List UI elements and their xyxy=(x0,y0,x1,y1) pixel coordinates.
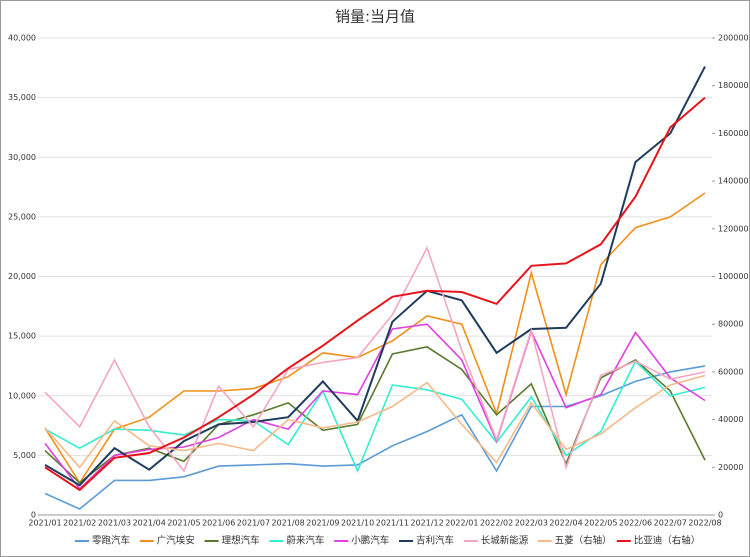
y-tick-label: 0 xyxy=(31,511,36,520)
legend-label: 吉利汽车 xyxy=(416,535,454,547)
y-tick-label: 10,000 xyxy=(8,391,36,400)
y-tick-label: 5,000 xyxy=(13,451,36,460)
y-tick-label: 25,000 xyxy=(8,212,36,221)
y-tick-label: 20,000 xyxy=(8,272,36,281)
y-tick-label: 15,000 xyxy=(8,332,36,341)
legend-label: 比亚迪（右轴） xyxy=(634,535,701,547)
y2-tick-label: 140000 xyxy=(718,177,749,186)
x-tick-label: 2022/08 xyxy=(688,519,721,528)
legend-label: 理想汽车 xyxy=(222,535,260,547)
x-tick-label: 2022/03 xyxy=(515,519,548,528)
y2-tick-label: 100000 xyxy=(718,272,749,281)
y-tick-label: 30,000 xyxy=(8,153,36,162)
x-tick-label: 2022/07 xyxy=(654,519,687,528)
x-tick-label: 2021/01 xyxy=(28,519,61,528)
x-tick-label: 2021/11 xyxy=(376,519,409,528)
x-tick-label: 2021/09 xyxy=(306,519,339,528)
y2-tick-label: 180000 xyxy=(718,81,749,90)
x-tick-label: 2022/01 xyxy=(445,519,478,528)
x-tick-label: 2022/05 xyxy=(584,519,617,528)
y-tick-label: 35,000 xyxy=(8,93,36,102)
x-tick-label: 2021/04 xyxy=(133,519,166,528)
series-line xyxy=(44,374,706,469)
x-tick-label: 2021/03 xyxy=(98,519,131,528)
y2-tick-label: 120000 xyxy=(718,224,749,233)
x-tick-label: 2022/02 xyxy=(480,519,513,528)
y2-tick-label: 80000 xyxy=(718,320,743,329)
x-tick-label: 2021/12 xyxy=(410,519,443,528)
legend-label: 零跑汽车 xyxy=(92,535,130,547)
legend-label: 蔚来汽车 xyxy=(286,535,324,547)
y2-tick-label: 20000 xyxy=(718,463,743,472)
y-tick-label: 40,000 xyxy=(8,34,36,43)
legend-label: 长城新能源 xyxy=(481,535,529,547)
y2-tick-label: 60000 xyxy=(718,367,743,376)
x-tick-label: 2021/05 xyxy=(167,519,200,528)
x-tick-label: 2022/04 xyxy=(549,519,582,528)
x-tick-label: 2022/06 xyxy=(619,519,652,528)
y2-tick-label: 0 xyxy=(718,511,723,520)
legend-label: 五菱（右轴） xyxy=(555,535,612,547)
x-tick-label: 2021/10 xyxy=(341,519,374,528)
series-line xyxy=(44,96,706,492)
legend-label: 小鹏汽车 xyxy=(351,535,389,547)
series-line xyxy=(44,359,706,473)
series-line xyxy=(44,245,706,473)
chart-title: 销量:当月值 xyxy=(335,8,415,26)
x-tick-label: 2021/02 xyxy=(63,519,96,528)
y2-tick-label: 40000 xyxy=(718,415,743,424)
series-line xyxy=(44,66,706,487)
series-line xyxy=(44,192,706,485)
legend-label: 广汽埃安 xyxy=(157,535,195,547)
series-line xyxy=(44,323,706,490)
x-tick-label: 2021/08 xyxy=(272,519,305,528)
y2-tick-label: 160000 xyxy=(718,129,749,138)
x-tick-label: 2021/06 xyxy=(202,519,235,528)
y2-tick-label: 200000 xyxy=(718,34,749,43)
x-tick-label: 2021/07 xyxy=(237,519,270,528)
